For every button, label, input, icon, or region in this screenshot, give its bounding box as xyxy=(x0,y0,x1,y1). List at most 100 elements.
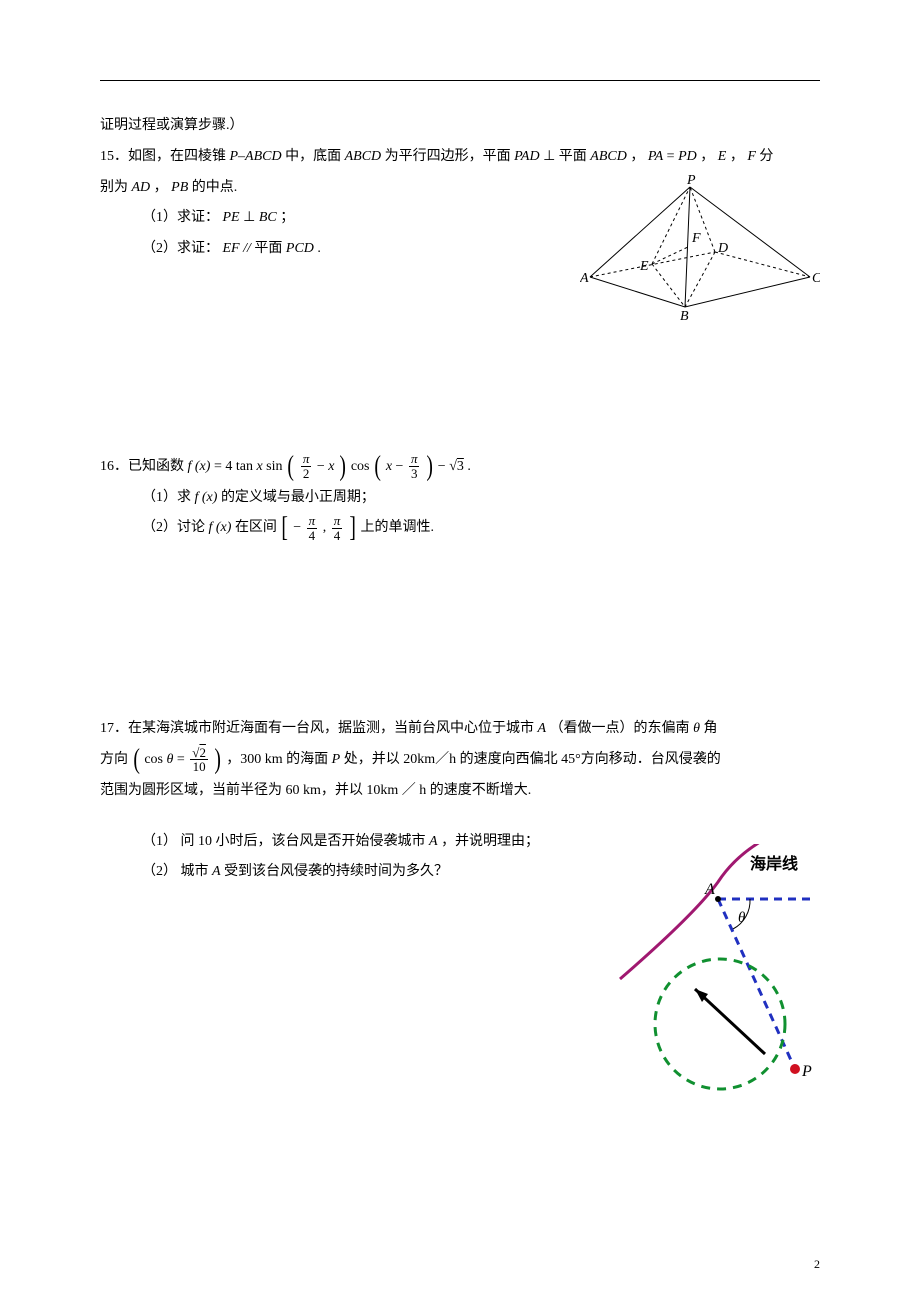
page-number: 2 xyxy=(814,1257,820,1272)
q15-p1-perp: ⊥ xyxy=(243,210,255,225)
pyramid-edge-abc xyxy=(590,277,810,307)
pyramid-label-E: E xyxy=(639,259,649,274)
q16-p1-b: 的定义域与最小正周期； xyxy=(221,490,375,505)
q16-tan: tan xyxy=(236,459,253,474)
pyramid-seg-ep xyxy=(652,187,690,264)
q15-plane1: PAD xyxy=(514,149,539,164)
q15-line2-a: 别为 xyxy=(100,180,132,195)
q17-l2-b: ，300 km 的海面 xyxy=(226,752,331,767)
q17-frac-num-sqrt: 2 xyxy=(199,745,206,760)
q17-p2-A: A xyxy=(212,864,221,879)
q16-p2-tail: 上的单调性. xyxy=(361,520,435,535)
coast-label: 海岸线 xyxy=(750,854,798,873)
q17-lp: ( xyxy=(133,746,140,774)
q15-sep2: ， xyxy=(154,180,168,195)
q17-l2-a: 方向 xyxy=(100,752,128,767)
q17-l1-b: （看做一点）的东偏南 xyxy=(550,721,694,736)
q16-p1-a: （1）求 xyxy=(142,490,195,505)
q15-tail-a: 分 xyxy=(759,149,773,164)
q15-base: ABCD xyxy=(345,149,382,164)
pyramid-figure: P A B C D E F xyxy=(580,172,820,322)
q17-frac-den: 10 xyxy=(190,760,208,774)
q15-AD: AD xyxy=(132,180,151,195)
q16-rp2: ) xyxy=(426,453,433,481)
q16-p2-mid: 在区间 xyxy=(235,520,277,535)
q17-p1-A: A xyxy=(429,834,438,849)
gap-16-17b xyxy=(100,654,820,714)
pyramid-label-P: P xyxy=(686,173,696,188)
label-theta: θ xyxy=(738,910,746,926)
q15-p2-par: // xyxy=(243,241,251,256)
pyramid-seg-eb xyxy=(652,264,685,307)
q17-gap xyxy=(100,807,820,827)
question-16: 16．已知函数 f (x) = 4 tan x sin ( π 2 − x ) … xyxy=(100,452,820,544)
q17-P: P xyxy=(332,752,341,767)
q17-line2: 方向 ( cos θ = √2 10 ) ，300 km 的海面 P 处，并以 … xyxy=(100,745,820,776)
q16-sin: sin xyxy=(266,459,282,474)
q16-sqrt: √3 xyxy=(449,459,464,474)
q16-lb: [ xyxy=(282,514,289,542)
label-A: A xyxy=(704,881,715,898)
pyramid-edge-bp xyxy=(685,187,690,307)
q15-p2-EF: EF xyxy=(223,241,240,256)
point-A xyxy=(715,896,721,902)
q15-shape: P–ABCD xyxy=(230,149,282,164)
pyramid-label-F: F xyxy=(691,231,701,246)
q16-minus1: − xyxy=(317,459,328,474)
q15-plane2: ABCD xyxy=(590,149,627,164)
q15-p1-l: PE xyxy=(223,210,240,225)
pyramid-edge-db xyxy=(685,252,715,307)
q15-p2-label: （2）求证： xyxy=(142,241,219,256)
q15-stem: 15．如图，在四棱锥 P–ABCD 中，底面 ABCD 为平行四边形，平面 PA… xyxy=(100,142,820,173)
q16-minus2: − xyxy=(396,459,407,474)
q15-F: F xyxy=(747,149,756,164)
q17-l1-c: 角 xyxy=(703,721,717,736)
q16-int-lo: π 4 xyxy=(307,514,318,542)
q15-comma1: ， xyxy=(630,149,644,164)
q15-stem-a: 15．如图，在四棱锥 xyxy=(100,149,230,164)
q16-period: . xyxy=(467,459,471,474)
q16-int-lo-den: 4 xyxy=(307,529,318,543)
q17-p2-a: （2） 城市 xyxy=(142,864,212,879)
q16-coef: 4 xyxy=(225,459,232,474)
q17-cos: cos xyxy=(144,752,163,767)
q16-x2: x xyxy=(328,459,334,474)
q16-cos: cos xyxy=(351,459,370,474)
point-P xyxy=(790,1064,800,1074)
q16-int-hi-num: π xyxy=(332,514,343,529)
gap-15-16 xyxy=(100,342,820,452)
q15-ef-intro: ， xyxy=(700,149,714,164)
question-15: 15．如图，在四棱锥 P–ABCD 中，底面 ABCD 为平行四边形，平面 PA… xyxy=(100,142,820,342)
q17-frac-num: √2 xyxy=(190,746,208,761)
continuation-line: 证明过程或演算步骤.） xyxy=(100,111,820,142)
q15-stem-b: 中，底面 xyxy=(285,149,345,164)
q15-eq: = xyxy=(667,149,675,164)
q16-sqrt3: 3 xyxy=(457,459,464,474)
q15-perp: ⊥ xyxy=(543,149,555,164)
q15-eq-r: PD xyxy=(678,149,697,164)
move-arrow xyxy=(695,989,765,1054)
q16-frac1: π 2 xyxy=(301,452,312,480)
page: 证明过程或演算步骤.） 15．如图，在四棱锥 P–ABCD 中，底面 ABCD … xyxy=(0,0,920,1302)
q16-rb: ] xyxy=(349,514,356,542)
q17-l1-a: 17．在某海滨城市附近海面有一台风，据监测，当前台风中心位于城市 xyxy=(100,721,538,736)
question-17: 17．在某海滨城市附近海面有一台风，据监测，当前台风中心位于城市 A （看做一点… xyxy=(100,714,820,994)
pyramid-edge-dc xyxy=(715,252,810,277)
q16-frac2: π 3 xyxy=(409,452,420,480)
q15-stem-c: 为平行四边形，平面 xyxy=(385,149,515,164)
q16-int-comma: , xyxy=(323,520,327,535)
q17-theta2: θ xyxy=(167,752,174,767)
typhoon-circle xyxy=(655,959,785,1089)
q15-p1-r: BC xyxy=(259,210,277,225)
q15-p2-plane-word: 平面 xyxy=(254,241,286,256)
q15-p1-label: （1）求证： xyxy=(142,210,219,225)
pyramid-label-C: C xyxy=(812,271,820,286)
q16-frac2-den: 3 xyxy=(409,467,420,481)
q17-rp: ) xyxy=(215,746,222,774)
q16-part1: （1）求 f (x) 的定义域与最小正周期； xyxy=(100,483,820,514)
q16-frac2-num: π xyxy=(409,452,420,467)
q15-PB: PB xyxy=(171,180,188,195)
q16-minus3: − xyxy=(438,459,449,474)
typhoon-figure: 海岸线 A θ P xyxy=(600,844,840,1114)
q15-eq-l: PA xyxy=(648,149,663,164)
